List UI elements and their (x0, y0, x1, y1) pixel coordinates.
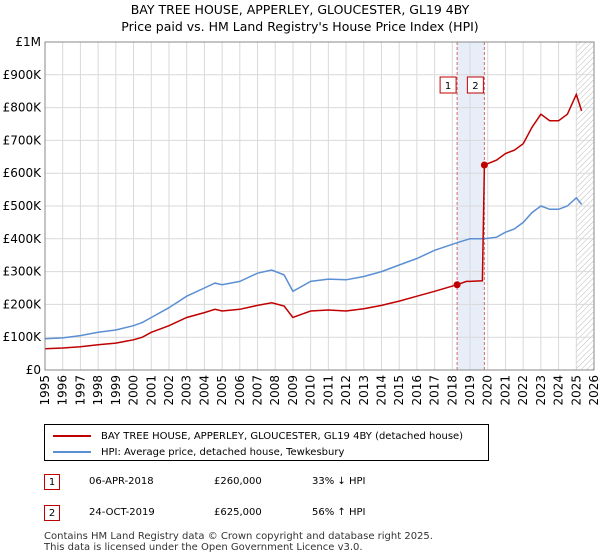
y-tick-label: £100K (3, 330, 43, 344)
x-tick-label: 2026 (587, 375, 600, 406)
sale-label-box (439, 76, 457, 94)
x-tick-label: 1996 (56, 375, 70, 406)
legend: BAY TREE HOUSE, APPERLEY, GLOUCESTER, GL… (44, 424, 489, 461)
x-tick-label: 2009 (286, 375, 300, 406)
x-tick-label: 2020 (481, 375, 495, 406)
property-series-line (44, 92, 583, 350)
x-tick-label: 2017 (428, 375, 442, 406)
legend-swatch-hpi (53, 451, 91, 453)
y-tick-label: £300K (3, 265, 43, 279)
y-tick-label: £700K (3, 133, 43, 147)
transaction-date: 06-APR-2018 (89, 476, 154, 487)
x-tick-label: 2025 (569, 375, 583, 406)
legend-swatch-property (53, 435, 91, 437)
chart-subtitle: Price paid vs. HM Land Registry's House … (121, 19, 479, 34)
x-tick-label: 2022 (516, 375, 530, 406)
x-tick-label: 1995 (38, 375, 52, 406)
y-tick-label: £500K (3, 199, 43, 213)
transaction-price: £260,000 (214, 476, 262, 487)
x-tick-label: 2004 (197, 375, 211, 406)
plot-border (44, 41, 595, 371)
x-tick-label: 2024 (552, 375, 566, 406)
sale-point (480, 161, 488, 169)
transaction-marker: 2 (44, 505, 60, 521)
transaction-hpi: 56% ↑ HPI (312, 507, 366, 518)
legend-label-property: BAY TREE HOUSE, APPERLEY, GLOUCESTER, GL… (101, 430, 464, 442)
x-tick-label: 2018 (445, 375, 459, 406)
y-tick-label: £600K (3, 166, 43, 180)
x-tick-label: 2013 (357, 375, 371, 406)
footer-copyright: Contains HM Land Registry data © Crown c… (44, 531, 433, 542)
x-tick-label: 2002 (162, 375, 176, 406)
x-tick-label: 2008 (268, 375, 282, 406)
x-tick-label: 1997 (73, 375, 87, 406)
x-tick-label: 2016 (410, 375, 424, 406)
y-tick-label: £1M (15, 35, 41, 49)
footer-licence: This data is licensed under the Open Gov… (44, 542, 363, 553)
sale-label: 1 (445, 81, 451, 92)
x-tick-label: 2003 (180, 375, 194, 406)
x-tick-label: 2021 (498, 375, 512, 406)
transaction-marker: 1 (44, 474, 60, 490)
transaction-hpi: 33% ↓ HPI (312, 476, 366, 487)
legend-item-property: BAY TREE HOUSE, APPERLEY, GLOUCESTER, GL… (53, 429, 463, 443)
y-tick-label: £900K (3, 68, 43, 82)
sale-point (453, 281, 461, 289)
transaction-date: 24-OCT-2019 (89, 507, 155, 518)
x-tick-label: 2015 (392, 375, 406, 406)
x-tick-label: 2001 (144, 375, 158, 406)
y-tick-label: £200K (3, 297, 43, 311)
legend-label-hpi: HPI: Average price, detached house, Tewk… (101, 446, 345, 458)
x-tick-label: 2010 (304, 375, 318, 406)
sale-label: 2 (472, 81, 478, 92)
transaction-price: £625,000 (214, 507, 262, 518)
x-tick-label: 1998 (91, 375, 105, 406)
x-tick-label: 2019 (463, 375, 477, 406)
price-chart: 1 2 £0 £100K £200K £300K £400K £500K £600K £700K £… (3, 35, 600, 406)
x-tick-label: 2006 (233, 375, 247, 406)
x-tick-label: 2023 (534, 375, 548, 406)
x-tick-label: 1999 (109, 375, 123, 406)
x-tick-label: 2007 (251, 375, 265, 406)
x-tick-label: 2014 (374, 375, 388, 406)
y-tick-label: £800K (3, 101, 43, 115)
y-tick-label: £0 (26, 363, 41, 377)
hpi-series-line (44, 196, 583, 340)
x-tick-label: 2011 (321, 375, 335, 406)
y-tick-label: £400K (3, 232, 43, 246)
sale-label-box (466, 76, 484, 94)
x-tick-label: 2012 (339, 375, 353, 406)
legend-item-hpi: HPI: Average price, detached house, Tewk… (53, 445, 344, 459)
x-tick-label: 2000 (127, 375, 141, 406)
chart-title: BAY TREE HOUSE, APPERLEY, GLOUCESTER, GL… (130, 2, 470, 17)
x-tick-label: 2005 (215, 375, 229, 406)
